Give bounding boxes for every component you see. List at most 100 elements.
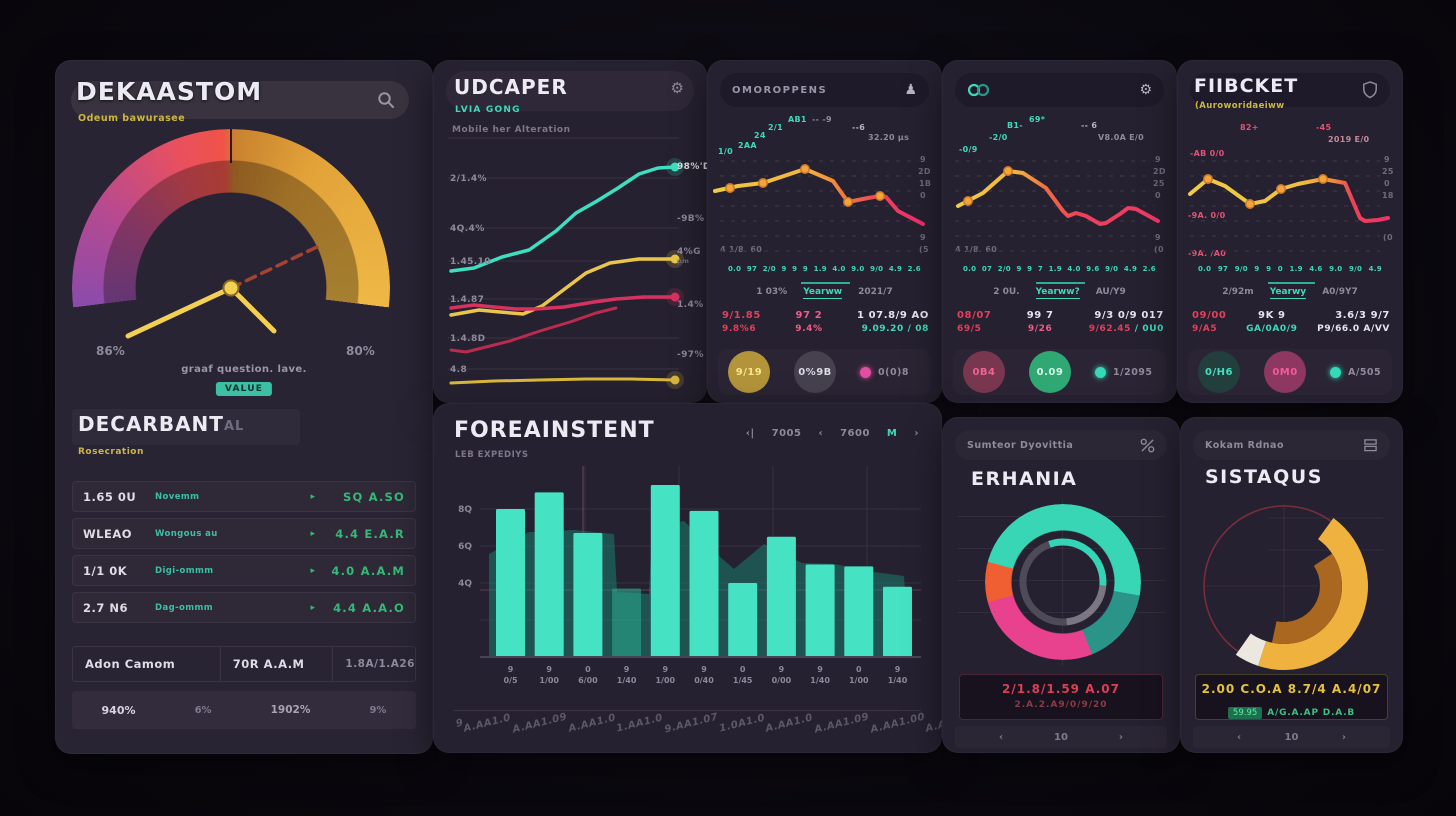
- chevron-right-icon: ▸: [310, 491, 315, 502]
- stat-secondary: 9/A5: [1192, 324, 1218, 334]
- list-item[interactable]: 1/1 0K Digi-ommm ▸ 4.0 A.A.M: [72, 555, 416, 586]
- panel-lines: UDCAPER LVIA GONG ⚙ Mobile her Alteratio…: [433, 60, 710, 403]
- row-value: 4.4 A.A.O: [333, 600, 405, 615]
- chevron-right-icon: ▸: [310, 565, 315, 576]
- shield-icon[interactable]: [1362, 81, 1378, 99]
- metric-header-bar[interactable]: OMOROPPENS ♟: [720, 73, 929, 107]
- search-icon[interactable]: [377, 91, 395, 109]
- x-tick-label: 9: [1266, 265, 1272, 273]
- layers-icon[interactable]: [1363, 438, 1378, 452]
- x-tick-label: 9.6: [1086, 265, 1100, 273]
- pager-item[interactable]: 7005: [771, 428, 802, 439]
- panel-metric-2: ⚙ -0/9 -2/0 B1- 69* -- 6 V8.0A E/0 9 2D 25 0 9 (0 4 …: [942, 60, 1177, 403]
- value-secondary: A/G.A.AP D.A.B: [1267, 708, 1356, 718]
- value-box: 2/1.8/1.59 A.07 2.A.2.A9/0/9/20: [959, 674, 1163, 720]
- bars-subtitle: LEB EXPEDIYS: [455, 450, 529, 460]
- pager-next[interactable]: ›: [1341, 731, 1346, 743]
- metric-subtitle: (Auroworidaeiww: [1195, 101, 1285, 111]
- pager-next[interactable]: ›: [1118, 731, 1123, 743]
- pager-item[interactable]: M: [886, 428, 898, 439]
- gear-icon[interactable]: ⚙: [1139, 82, 1152, 98]
- stat-item: 9/3 0/9 017 9/62.45 / 0U0: [1089, 311, 1164, 334]
- stat-secondary: 9.4%: [795, 324, 823, 334]
- axis-note-right: AU/Y9: [1095, 287, 1126, 297]
- summary-label: Adon Camom: [73, 647, 221, 681]
- pager-item[interactable]: ‹: [818, 428, 824, 439]
- value-primary: 2/1.8/1.59 A.07: [1002, 682, 1120, 696]
- legend-badge[interactable]: 0(0)8: [860, 366, 910, 378]
- stat-badge[interactable]: 0%9B: [794, 351, 836, 393]
- donut-header-bar[interactable]: Sumteor Dyovittia: [955, 430, 1167, 460]
- stat-secondary: 9.8%6: [722, 324, 757, 334]
- search-bar[interactable]: [71, 81, 409, 119]
- arc-header-bar[interactable]: Kokam Rdnao: [1193, 430, 1390, 460]
- y-axis-label: 1.4.87: [450, 295, 485, 305]
- period-selector[interactable]: Yearww: [803, 287, 843, 299]
- series-value-label: -9B%: [677, 214, 705, 224]
- stat-primary: 08/07: [957, 310, 992, 321]
- gauge-caption: graaf question. lave.: [181, 364, 307, 375]
- metric-title: FIIBCKET: [1194, 75, 1299, 97]
- badge-label: 0(0)8: [878, 366, 910, 378]
- badge-row: 0/H6 0M0 A/505: [1188, 349, 1392, 395]
- metric-header-bar[interactable]: [1190, 73, 1390, 107]
- period-note: 2/92m Yearwy A0/9Y7: [1178, 287, 1402, 299]
- x-tick-label: 9: [792, 265, 798, 273]
- x-tick-label: 9: [1016, 265, 1022, 273]
- pager-prev[interactable]: ‹: [1237, 731, 1242, 743]
- gauge-value-badge: VALUE: [215, 382, 273, 396]
- summary-right-value: 1.8A/1.A26: [345, 658, 415, 670]
- bars-footer-labels: 9 A.AA1.0 A.AA1.09 A.AA1.0 1.AA1.0 9.AA1.07 1.…: [455, 711, 1015, 735]
- pager-item[interactable]: ‹|: [745, 428, 755, 439]
- percent-icon[interactable]: [1140, 438, 1155, 453]
- series-value-label: 98%'D: [677, 162, 711, 172]
- list-item[interactable]: WLEAO Wongous au ▸ 4.4 E.A.R: [72, 518, 416, 549]
- stat-badge[interactable]: 0/H6: [1198, 351, 1240, 393]
- legend-badge[interactable]: A/505: [1330, 366, 1381, 378]
- stat-badge[interactable]: 9/19: [728, 351, 770, 393]
- svg-text:9: 9: [508, 665, 514, 674]
- stat-primary: 99 7: [1026, 310, 1054, 321]
- panel-gauge-list: DEKAASTOM Odeum bawurasee 86% 80% graaf …: [55, 60, 433, 754]
- pager-item[interactable]: ›: [914, 428, 919, 439]
- gauge-arc-inner-shade: [72, 129, 390, 447]
- gear-icon[interactable]: ⚙: [670, 79, 684, 97]
- legend-badge[interactable]: 1/2095: [1095, 366, 1153, 378]
- x-tick-label: 9/0: [1234, 265, 1248, 273]
- series-value-label: -97%: [677, 350, 704, 360]
- donut-inner-ring: [1019, 538, 1107, 626]
- period-selector[interactable]: Yearwy: [1269, 287, 1307, 299]
- x-tick-label: 4.9: [1123, 265, 1138, 273]
- x-tick-label: 2/0: [997, 265, 1011, 273]
- pager-prev[interactable]: ‹: [999, 731, 1004, 743]
- stat-item: 9/1.85 9.8%6: [722, 311, 761, 334]
- badge-row: 0B4 0.09 1/2095: [953, 349, 1166, 395]
- series-value-label: 4%G: [677, 247, 701, 257]
- spark-line-chart: [955, 160, 1160, 252]
- svg-text:4Q: 4Q: [458, 579, 472, 589]
- stat-badge[interactable]: 0B4: [963, 351, 1005, 393]
- x-tick-label: 07: [981, 265, 993, 273]
- pager-item[interactable]: 7600: [840, 428, 870, 439]
- list-item[interactable]: 1.65 0U Novemm ▸ SQ A.SO: [72, 481, 416, 512]
- bars-title: FOREAINSTENT: [454, 418, 655, 443]
- stat-item: 1 07.8/9 AO 9.09.20 / 08: [857, 311, 929, 334]
- tick-underline: [801, 282, 851, 284]
- gauge-arc: [72, 129, 390, 447]
- person-icon[interactable]: ♟: [904, 82, 917, 98]
- y-axis-label: 2/1.4%: [450, 174, 487, 184]
- stat-badge[interactable]: 0.09: [1029, 351, 1071, 393]
- y-axis-label: 1.4.8D: [450, 334, 486, 344]
- svg-text:9: 9: [624, 665, 630, 674]
- panel-bars: FOREAINSTENT LEB EXPEDIYS ‹| 7005 ‹ 7600 M › …: [433, 403, 1015, 753]
- stat-item: 99 7 9/26: [1027, 311, 1054, 334]
- period-note: 2 0U. Yearww? AU/Y9: [943, 287, 1176, 299]
- metric-header-bar[interactable]: ⚙: [955, 73, 1164, 107]
- period-selector[interactable]: Yearww?: [1035, 287, 1080, 299]
- stat-badge[interactable]: 0M0: [1264, 351, 1306, 393]
- list-item[interactable]: 2.7 N6 Dag-ommm ▸ 4.4 A.A.O: [72, 592, 416, 623]
- stat-secondary: 9/26: [1027, 324, 1053, 334]
- panel-metric-1: OMOROPPENS ♟ 1/0 2AA 24 2/1 AB1 -- -9 --6 32.20…: [707, 60, 942, 403]
- stat-primary: 1 07.8/9 AO: [856, 310, 929, 321]
